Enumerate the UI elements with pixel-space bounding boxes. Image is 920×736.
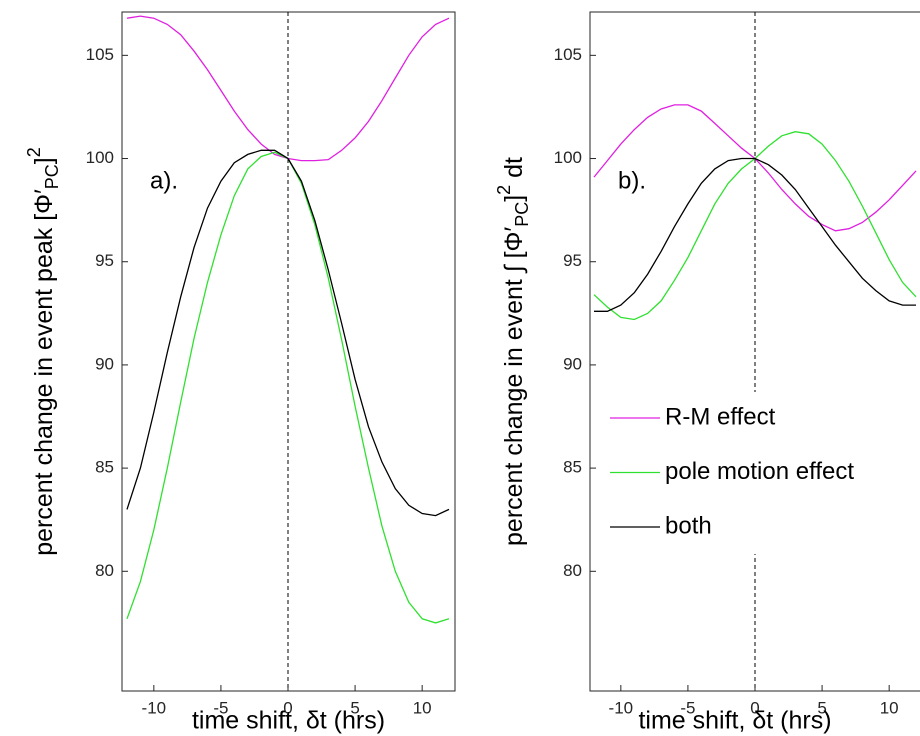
x-tick-label: -5 [680,698,695,717]
y-axis-label-part: percent change in event peak [Φ′ [30,189,58,556]
legend-label: both [665,512,712,539]
x-tick-label: 5 [817,698,826,717]
x-tick-label: 5 [350,698,359,717]
y-tick-label: 105 [554,45,582,64]
y-axis-label: percent change in event ∫ [Φ′PC]2 dt [494,157,532,546]
y-tick-label: 105 [86,45,114,64]
series-line [126,149,450,517]
panel: 80 85 90 95 100 105 -10 -5 0 5 10 b). time shift, δt… [494,11,920,735]
y-axis-label-part: PC [42,164,62,189]
y-axis-label-part: 2 [24,147,44,157]
panel-label: a). [150,167,178,194]
y-tick-label: 100 [86,148,114,167]
panel: 80 85 90 95 100 105 -10 -5 0 5 10 a). time shift, δt… [24,11,456,735]
x-tick-label: 10 [413,698,432,717]
y-axis-label-part: ] [500,195,528,202]
y-tick-label: 80 [95,561,114,580]
y-tick-label: 100 [554,148,582,167]
panel-label: b). [618,167,646,194]
x-tick-label: 0 [750,698,759,717]
x-tick-label: -10 [609,698,634,717]
x-tick-label: -5 [213,698,228,717]
x-axis-label: time shift, δt (hrs) [638,707,831,735]
y-tick-label: 80 [563,561,582,580]
y-tick-label: 85 [563,458,582,477]
y-axis-label-part: dt [500,157,528,185]
y-axis-label-part: PC [512,202,532,227]
y-tick-label: 85 [95,458,114,477]
y-tick-label: 95 [563,251,582,270]
x-tick-label: 0 [283,698,292,717]
x-tick-label: -10 [142,698,167,717]
series-line [594,157,916,312]
y-axis-label-part: percent change in event ∫ [Φ′ [500,226,528,545]
legend-label: R-M effect [665,403,776,430]
y-axis-label-part: ] [30,157,58,164]
y-tick-label: 90 [95,354,114,373]
x-axis-label: time shift, δt (hrs) [192,707,385,735]
x-tick-label: 10 [880,698,899,717]
y-axis-label-part: 2 [494,185,514,195]
y-tick-label: 90 [563,354,582,373]
legend-label: pole motion effect [665,458,854,485]
y-tick-label: 95 [95,251,114,270]
y-axis-label: percent change in event peak [Φ′PC]2 [24,147,62,556]
